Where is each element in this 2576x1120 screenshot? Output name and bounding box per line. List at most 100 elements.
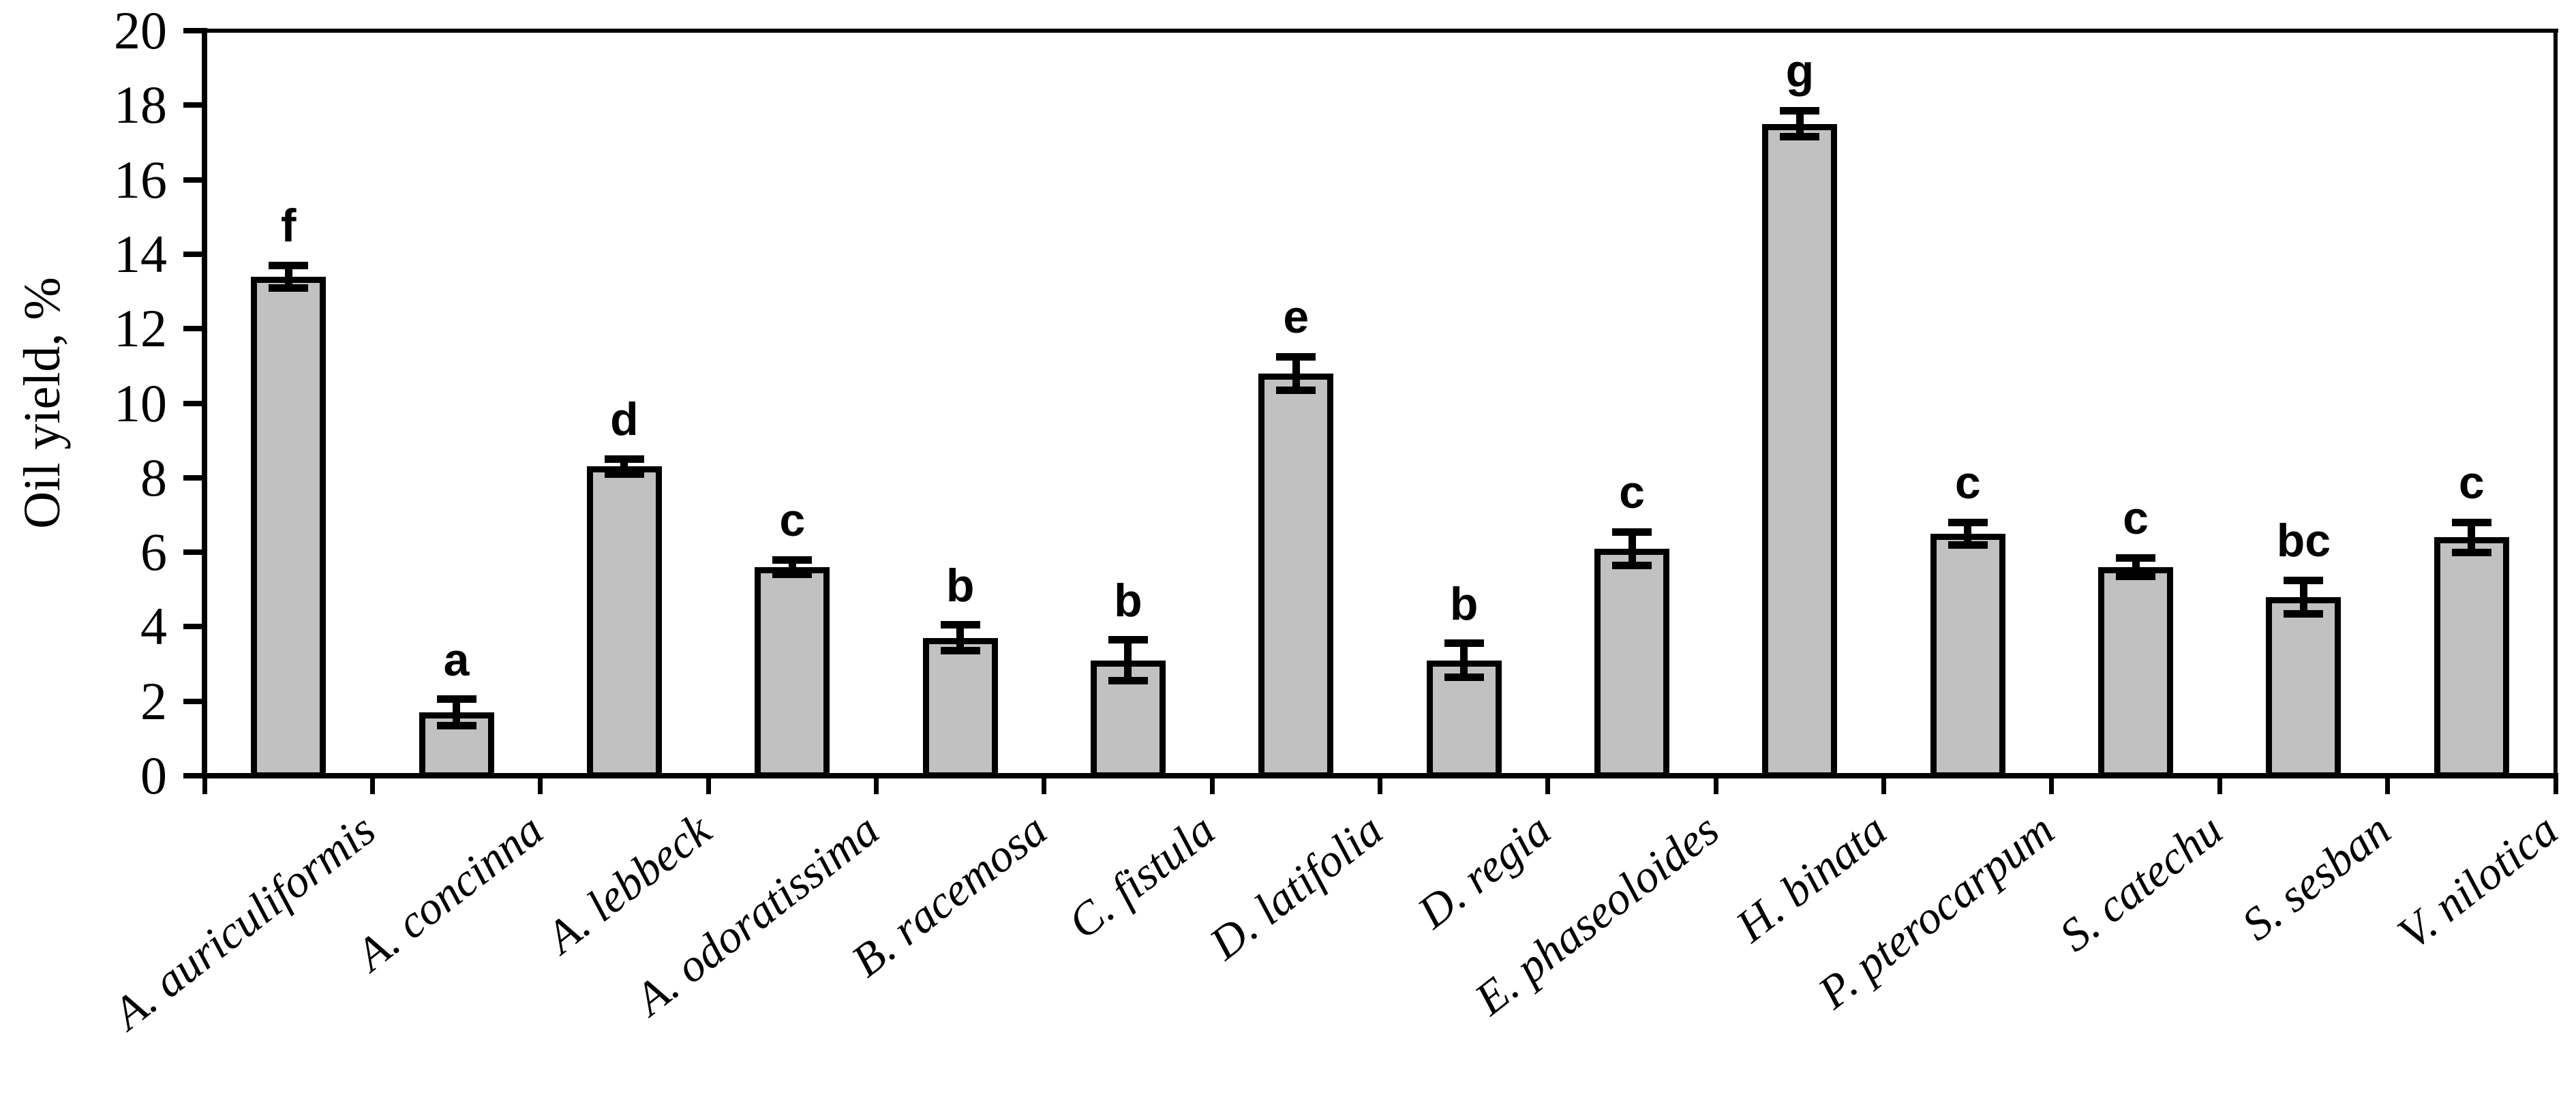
error-bar-cap-top <box>1444 639 1484 648</box>
x-tick <box>1209 776 1215 794</box>
bar <box>251 276 327 778</box>
error-bar-cap-bottom <box>1780 133 1820 141</box>
sig-letter: d <box>610 393 639 446</box>
x-tick <box>538 776 543 794</box>
y-axis-line <box>202 28 207 778</box>
error-bar-cap-top <box>1780 106 1820 115</box>
error-bar-cap-top <box>2284 576 2324 584</box>
error-bar-cap-bottom <box>604 470 644 478</box>
error-bar-line <box>1292 357 1300 391</box>
x-tick-label: S. catechu <box>2049 803 2232 962</box>
y-tick-label: 10 <box>114 373 167 433</box>
x-tick-label: V. nilotica <box>2388 803 2568 960</box>
x-tick-label: D. latifolia <box>1200 803 1393 970</box>
error-bar-cap-bottom <box>1108 677 1148 685</box>
y-tick-label: 6 <box>140 522 167 582</box>
error-bar-cap-top <box>436 695 476 703</box>
x-tick <box>202 776 207 794</box>
error-bar-cap-bottom <box>1444 673 1484 681</box>
y-tick <box>183 698 202 704</box>
plot-right-border <box>2554 29 2558 778</box>
sig-letter: g <box>1785 45 1815 97</box>
bar <box>586 466 662 778</box>
x-tick <box>1042 776 1047 794</box>
error-bar-cap-top <box>772 556 813 564</box>
bar <box>922 637 998 778</box>
bar <box>755 566 830 778</box>
sig-letter: c <box>2458 457 2485 509</box>
sig-letter: c <box>2123 492 2149 545</box>
y-tick <box>183 474 202 481</box>
error-bar-line <box>1460 643 1468 678</box>
x-tick <box>369 776 375 794</box>
error-bar-cap-bottom <box>772 571 813 579</box>
bar <box>1258 373 1334 778</box>
sig-letter: c <box>1619 466 1645 519</box>
sig-letter: e <box>1283 291 1309 344</box>
x-tick <box>2217 776 2222 794</box>
y-tick <box>183 102 202 108</box>
error-bar-line <box>1628 532 1636 566</box>
error-bar-cap-top <box>2116 554 2156 562</box>
y-tick <box>183 400 202 406</box>
x-tick <box>873 776 879 794</box>
bar <box>2434 537 2509 778</box>
bar <box>1762 123 1838 778</box>
y-tick <box>183 177 202 183</box>
error-bar-cap-bottom <box>1276 386 1316 394</box>
x-tick <box>1713 776 1718 794</box>
error-bar-cap-top <box>269 261 309 269</box>
y-tick <box>183 28 202 33</box>
y-tick-label: 14 <box>114 224 167 284</box>
error-bar-line <box>284 265 292 288</box>
error-bar-line <box>956 624 965 651</box>
error-bar-cap-top <box>1948 518 1988 526</box>
x-tick <box>2049 776 2055 794</box>
x-tick <box>1378 776 1382 794</box>
sig-letter: a <box>443 633 470 686</box>
y-tick <box>183 773 202 778</box>
y-tick-label: 20 <box>114 1 167 60</box>
sig-letter: f <box>280 200 297 252</box>
x-tick <box>2385 776 2391 794</box>
error-bar-line <box>2468 522 2476 553</box>
error-bar-cap-top <box>2451 518 2491 526</box>
y-tick <box>183 326 202 332</box>
y-tick-label: 16 <box>114 149 167 209</box>
x-tick-label: C. fistula <box>1058 803 1224 949</box>
x-tick-label: A. concinna <box>346 803 553 981</box>
error-bar-cap-bottom <box>940 647 980 655</box>
error-bar-line <box>1964 522 1972 545</box>
error-bar-cap-top <box>940 621 980 629</box>
error-bar-cap-bottom <box>2116 573 2156 581</box>
bar <box>2098 566 2174 778</box>
x-tick <box>1881 776 1887 794</box>
error-bar-line <box>2132 558 2140 577</box>
y-tick <box>183 251 202 257</box>
error-bar-cap-bottom <box>2451 548 2491 556</box>
sig-letter: bc <box>2276 515 2331 567</box>
error-bar-line <box>453 699 461 726</box>
sig-letter: b <box>1449 577 1479 630</box>
error-bar-line <box>1795 110 1804 137</box>
x-tick-label: S. sesban <box>2231 803 2400 951</box>
error-bar-cap-bottom <box>1612 561 1652 569</box>
plot-top-border <box>202 29 2558 33</box>
error-bar-line <box>1124 639 1132 681</box>
y-tick <box>183 624 202 630</box>
error-bar-cap-bottom <box>1948 541 1988 549</box>
y-tick-label: 2 <box>140 671 167 731</box>
error-bar-line <box>620 459 628 474</box>
sig-letter: c <box>1954 457 1981 509</box>
error-bar-cap-top <box>1612 528 1652 536</box>
x-tick-label: A. auriculiformis <box>102 803 384 1040</box>
bar <box>2266 596 2342 778</box>
error-bar-cap-top <box>1108 636 1148 644</box>
bar <box>1594 548 1670 778</box>
y-tick-label: 8 <box>140 447 167 507</box>
sig-letter: c <box>779 494 806 547</box>
y-tick-label: 18 <box>114 75 167 135</box>
x-tick <box>706 776 711 794</box>
y-tick-label: 12 <box>114 299 167 359</box>
